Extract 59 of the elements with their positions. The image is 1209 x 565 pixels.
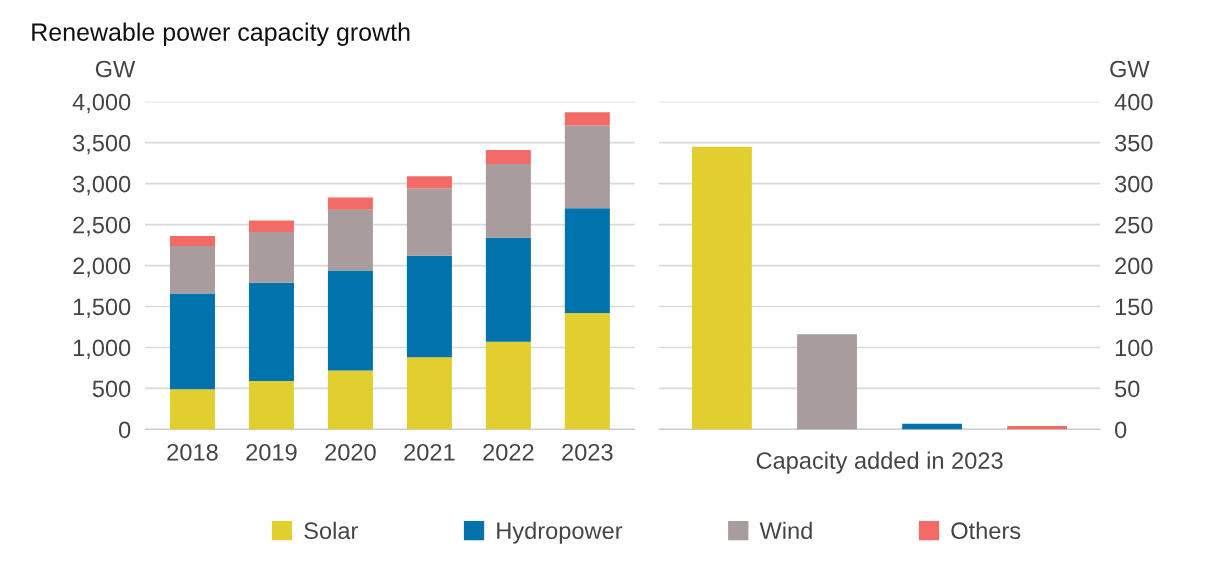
- bar: [564, 125, 610, 209]
- bar: [564, 208, 610, 314]
- y-tick-label: 1,000: [73, 339, 131, 360]
- x-tick-label: 2019: [246, 443, 297, 461]
- legend-label: Others: [951, 521, 1021, 540]
- bar: [485, 237, 531, 342]
- x-axis-title: Capacity added in 2023: [756, 451, 1003, 474]
- x-tick-label: 2023: [562, 443, 613, 461]
- legend-label: Hydropower: [497, 521, 623, 544]
- y-tick-label: 500: [92, 380, 131, 398]
- bar: [248, 282, 294, 382]
- bar: [1007, 426, 1068, 430]
- bar: [406, 188, 452, 256]
- bar: [406, 357, 452, 430]
- bar: [485, 341, 531, 430]
- x-tick-label: 2018: [167, 443, 218, 461]
- y-tick-label: 350: [1114, 134, 1153, 152]
- bar: [327, 209, 373, 271]
- y-axis-title: GW: [95, 60, 136, 78]
- bar: [564, 112, 610, 126]
- bar: [406, 255, 452, 358]
- y-tick-label: 400: [1114, 93, 1153, 111]
- x-tick-label: 2022: [483, 443, 534, 461]
- bar: [169, 236, 215, 246]
- bar: [169, 245, 215, 294]
- y-tick-label: 3,000: [73, 175, 131, 196]
- x-tick-label: 2021: [404, 443, 455, 461]
- y-tick-label: 0: [118, 421, 131, 439]
- bar: [485, 150, 531, 164]
- bar: [797, 334, 857, 430]
- bar: [327, 370, 373, 430]
- chart-title: Renewable power capacity growth: [32, 22, 410, 46]
- bar: [485, 163, 531, 238]
- y-tick-label: 100: [1115, 339, 1153, 357]
- y-tick-label: 2,000: [73, 257, 131, 278]
- y-tick-label: 250: [1115, 216, 1153, 234]
- y-tick-label: 50: [1115, 380, 1140, 398]
- bar: [169, 389, 215, 430]
- bar: [248, 381, 294, 430]
- y-tick-label: 150: [1115, 298, 1153, 316]
- bar: [327, 197, 373, 210]
- y-tick-label: 4,000: [72, 93, 131, 114]
- y-axis-title: GW: [1110, 60, 1150, 78]
- bar: [692, 146, 752, 430]
- legend-label: Solar: [304, 521, 358, 540]
- y-tick-label: 2,500: [73, 216, 131, 237]
- legend-label: Wind: [759, 521, 812, 540]
- bar: [248, 220, 294, 232]
- bar: [406, 176, 452, 189]
- y-tick-label: 0: [1115, 421, 1127, 439]
- x-tick-label: 2020: [325, 443, 376, 461]
- bar: [564, 313, 610, 430]
- y-tick-label: 3,500: [73, 134, 131, 155]
- y-tick-label: 1,500: [73, 298, 131, 319]
- y-tick-label: 300: [1114, 175, 1153, 193]
- bar: [169, 293, 215, 390]
- y-tick-label: 200: [1115, 257, 1153, 275]
- bar: [248, 231, 294, 283]
- bar: [327, 270, 373, 371]
